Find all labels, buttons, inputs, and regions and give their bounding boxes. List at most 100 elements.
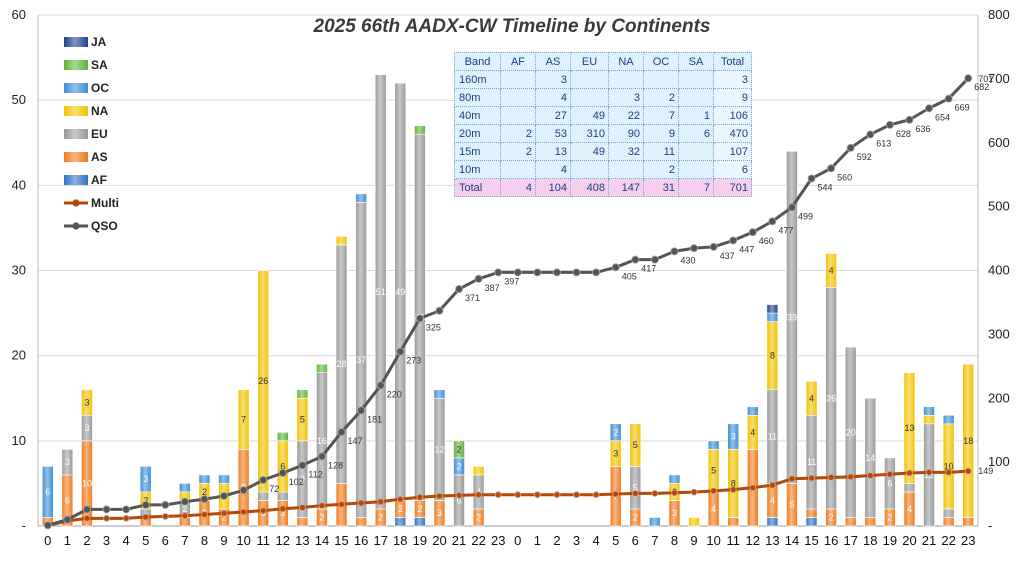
qso-point (298, 461, 307, 470)
bar-ja (766, 304, 779, 314)
qso-point (474, 274, 483, 283)
qso-point-label: 544 (818, 183, 833, 193)
bar-value-label: 5 (789, 500, 794, 510)
bar-value-label: 2 (457, 444, 462, 454)
table-cell: 2 (500, 124, 536, 143)
qso-point (200, 495, 209, 504)
multi-point (455, 491, 463, 499)
bar-value-label: 18 (963, 436, 973, 446)
bar-value-label: 3 (672, 508, 677, 518)
qso-point (533, 268, 542, 277)
qso-point (925, 104, 934, 113)
table-cell: 104 (535, 178, 571, 197)
x-tick-label: 22 (471, 533, 485, 548)
qso-point (82, 505, 91, 514)
multi-point (964, 467, 972, 475)
legend-label-ja: JA (91, 35, 107, 49)
bar-value-label: 2 (202, 487, 207, 497)
x-tick-label: 3 (573, 533, 580, 548)
legend-swatch-qso-marker (72, 222, 80, 230)
table-cell: 6 (713, 160, 752, 179)
qso-point (631, 255, 640, 264)
x-tick-label: 13 (295, 533, 309, 548)
bar-value-label: 2 (829, 512, 834, 522)
qso-point-label: 72 (269, 484, 279, 494)
bar-as (844, 517, 857, 527)
x-tick-label: 13 (765, 533, 779, 548)
legend-label-multi: Multi (91, 196, 119, 210)
x-tick-label: 4 (123, 533, 130, 548)
multi-point (357, 499, 365, 507)
qso-point (866, 130, 875, 139)
qso-point (239, 486, 248, 495)
bar-value-label: 10 (82, 478, 92, 488)
bar-oc (179, 483, 191, 493)
multi-point (298, 504, 306, 511)
multi-point (906, 469, 913, 477)
table-cell: 4 (500, 178, 536, 197)
bar-value-label: 39 (787, 312, 797, 322)
table-cell: 90 (608, 124, 644, 143)
x-tick-label: 8 (671, 533, 678, 548)
y-right-tick-label: 800 (988, 7, 1010, 22)
x-tick-label: 9 (220, 533, 227, 548)
bar-eu (942, 508, 955, 518)
qso-point (278, 468, 287, 477)
qso-point (43, 521, 52, 530)
table-row: 10m 4 2 6 (454, 160, 752, 179)
x-tick-label: 14 (315, 533, 329, 548)
y-right-tick-label: 300 (988, 326, 1010, 341)
bar-eu (61, 449, 74, 476)
y-left-tick-label: 60 (12, 7, 26, 22)
table-cell: 310 (570, 124, 609, 143)
multi-point (631, 490, 639, 497)
qso-point-label: 636 (915, 124, 930, 134)
qso-point-label: 430 (680, 255, 695, 265)
x-tick-label: 6 (162, 533, 169, 548)
table-cell (570, 70, 609, 89)
bar-value-label: 2 (887, 512, 892, 522)
qso-point (885, 120, 894, 129)
x-tick-label: 10 (236, 533, 250, 548)
table-cell: 6 (678, 124, 714, 143)
table-header-cell: OC (643, 52, 679, 71)
bar-value-label: 11 (807, 457, 816, 467)
table-cell (678, 88, 714, 107)
bar-na (688, 517, 700, 527)
y-left-tick-label: 40 (12, 177, 26, 192)
bar-value-label: 4 (750, 427, 755, 437)
bar-oc (139, 466, 152, 493)
multi-point (592, 491, 600, 499)
x-tick-label: 17 (373, 533, 387, 548)
multi-point (945, 468, 953, 476)
qso-point-label: 128 (328, 460, 343, 470)
bar-value-label: 4 (711, 504, 716, 514)
table-header-cell: Total (713, 52, 752, 71)
qso-point (572, 268, 581, 277)
bar-af (805, 517, 818, 527)
bar-value-label: 3 (143, 474, 148, 484)
table-cell: 3 (713, 70, 752, 89)
qso-point-label: 397 (504, 276, 519, 286)
bar-na (237, 389, 250, 450)
multi-point (808, 474, 815, 482)
bar-af (766, 517, 779, 527)
qso-point-label: 437 (720, 251, 735, 261)
qso-point (122, 505, 131, 514)
x-tick-label: 14 (785, 533, 799, 548)
bar-value-label: 10 (944, 461, 954, 471)
table-cell: 40m (454, 106, 501, 125)
bar-as (942, 517, 955, 527)
qso-point-label: 447 (739, 244, 754, 254)
x-tick-label: 2 (83, 533, 90, 548)
qso-point-label: 560 (837, 172, 852, 182)
table-header-row: Band AF AS EU NA OC SA Total (454, 52, 752, 71)
x-tick-label: 0 (44, 533, 51, 548)
table-header-cell: NA (608, 52, 644, 71)
bar-value-label: 2 (143, 495, 148, 505)
x-tick-label: 0 (514, 533, 521, 548)
x-tick-label: 22 (941, 533, 955, 548)
bar-value-label: 5 (300, 415, 305, 425)
qso-point-label: 220 (387, 389, 402, 399)
